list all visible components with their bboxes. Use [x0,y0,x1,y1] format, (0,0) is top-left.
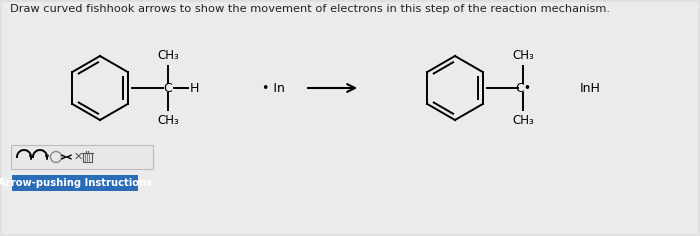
Text: Draw curved fishhook arrows to show the movement of electrons in this step of th: Draw curved fishhook arrows to show the … [10,4,610,14]
FancyBboxPatch shape [11,174,137,190]
Text: • In: • In [262,81,285,94]
FancyBboxPatch shape [2,2,698,234]
Text: H: H [190,81,200,94]
Text: CH₃: CH₃ [512,114,534,127]
Text: CH₃: CH₃ [157,49,179,62]
Text: ✕: ✕ [74,152,83,162]
Text: Arrow-pushing Instructions: Arrow-pushing Instructions [0,177,151,187]
Text: CH₃: CH₃ [157,114,179,127]
Text: CH₃: CH₃ [512,49,534,62]
FancyBboxPatch shape [11,145,153,169]
Text: C: C [164,81,172,94]
Text: C•: C• [515,81,531,94]
Text: InH: InH [580,81,601,94]
